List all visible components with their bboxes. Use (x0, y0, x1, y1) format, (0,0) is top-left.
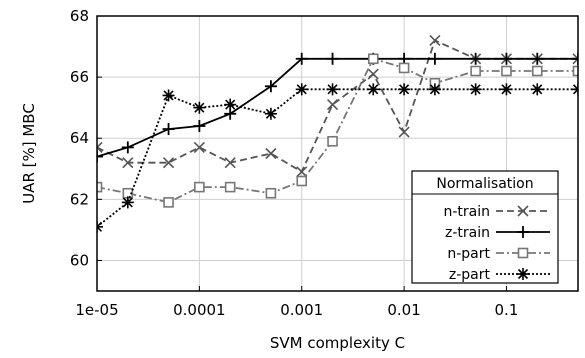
y-tick-label: 60 (70, 251, 89, 269)
legend-marker (517, 226, 529, 238)
data-point-n-train (572, 53, 578, 65)
data-point-n-train (162, 157, 175, 169)
data-point-z-train (264, 80, 277, 93)
data-point-n-part (398, 62, 410, 74)
data-point-z-part (162, 89, 175, 102)
data-point-z-train (326, 52, 339, 65)
x-tick-label: 0.01 (387, 301, 420, 319)
data-point-z-train (97, 150, 103, 163)
data-point-n-part (296, 175, 308, 187)
x-tick-label: 0.1 (495, 301, 519, 319)
data-point-n-part (265, 187, 277, 199)
legend-title: Normalisation (436, 176, 533, 192)
data-point-z-part (121, 196, 134, 209)
data-point-z-train (121, 141, 134, 154)
data-point-z-part (97, 220, 103, 233)
data-point-n-part (224, 181, 236, 193)
data-point-z-part (398, 83, 411, 96)
legend-marker (517, 205, 529, 217)
ticks: 60 62 64 66 68 1e-05 0.0001 0.001 0.01 0.1 (70, 7, 518, 319)
legend-label: z-train (445, 225, 490, 241)
y-axis-title: UAR [%] MBC (20, 103, 38, 204)
series-z-part (97, 83, 578, 233)
data-point-z-part (295, 83, 308, 96)
series-z-train (97, 52, 578, 163)
data-point-z-part (264, 107, 277, 120)
data-point-n-part (163, 197, 174, 208)
data-point-z-train (572, 52, 578, 65)
x-tick-label: 0.0001 (173, 301, 226, 319)
data-point-n-train (265, 147, 277, 160)
legend-label: n-part (447, 246, 490, 262)
data-point-n-part (327, 135, 338, 147)
data-point-z-train (193, 120, 206, 132)
data-point-z-train (162, 123, 175, 136)
series-layer (97, 34, 578, 233)
data-point-z-part (367, 83, 380, 96)
data-point-z-train (531, 52, 544, 65)
legend-entry-n-train: n-train (443, 204, 550, 220)
data-point-n-train (367, 68, 379, 80)
series-n-train (97, 34, 578, 178)
legend-entry-n-part: n-part (447, 246, 550, 262)
legend-box (411, 170, 559, 284)
y-tick-label: 64 (70, 129, 89, 147)
data-point-z-part (326, 83, 339, 96)
data-point-n-train (224, 157, 236, 169)
data-point-n-part (572, 65, 578, 77)
data-point-z-part (572, 83, 578, 96)
y-tick-label: 66 (70, 68, 89, 86)
data-point-z-train (500, 52, 513, 65)
data-point-n-train (429, 34, 441, 47)
legend-label: z-part (449, 267, 491, 283)
data-point-n-part (97, 181, 103, 193)
data-point-n-part (531, 65, 543, 77)
data-point-n-train (193, 141, 205, 153)
data-point-z-part (469, 83, 482, 96)
data-point-z-train (428, 52, 441, 65)
plot-frame (96, 15, 579, 292)
y-tick-label: 68 (70, 7, 89, 25)
data-point-z-train (469, 52, 482, 65)
y-tick-label: 62 (70, 190, 89, 208)
data-point-z-part (224, 98, 237, 111)
x-axis-title: SVM complexity C (270, 334, 405, 352)
legend-entry-z-part: z-part (449, 267, 550, 283)
legend-marker (517, 268, 529, 280)
legend: Normalisation n-train z-train n-part z-part (411, 170, 559, 284)
data-point-z-part (531, 83, 544, 96)
legend-entry-z-train: z-train (445, 225, 550, 241)
data-point-n-train (296, 166, 308, 178)
x-tick-label: 1e-05 (75, 301, 118, 319)
data-point-z-train (295, 52, 308, 65)
legend-marker (517, 247, 529, 259)
data-point-z-part (428, 83, 441, 96)
data-point-z-part (193, 101, 206, 114)
data-point-n-train (122, 157, 134, 169)
data-point-n-part (470, 65, 481, 77)
data-point-n-train (97, 141, 103, 153)
data-point-z-part (500, 83, 513, 96)
x-tick-label: 0.001 (280, 301, 323, 319)
data-point-n-train (398, 126, 410, 138)
data-point-n-part (194, 181, 205, 193)
legend-label: n-train (443, 204, 490, 220)
data-point-n-train (326, 99, 339, 111)
data-point-n-part (501, 65, 512, 77)
data-point-n-part (367, 53, 379, 65)
